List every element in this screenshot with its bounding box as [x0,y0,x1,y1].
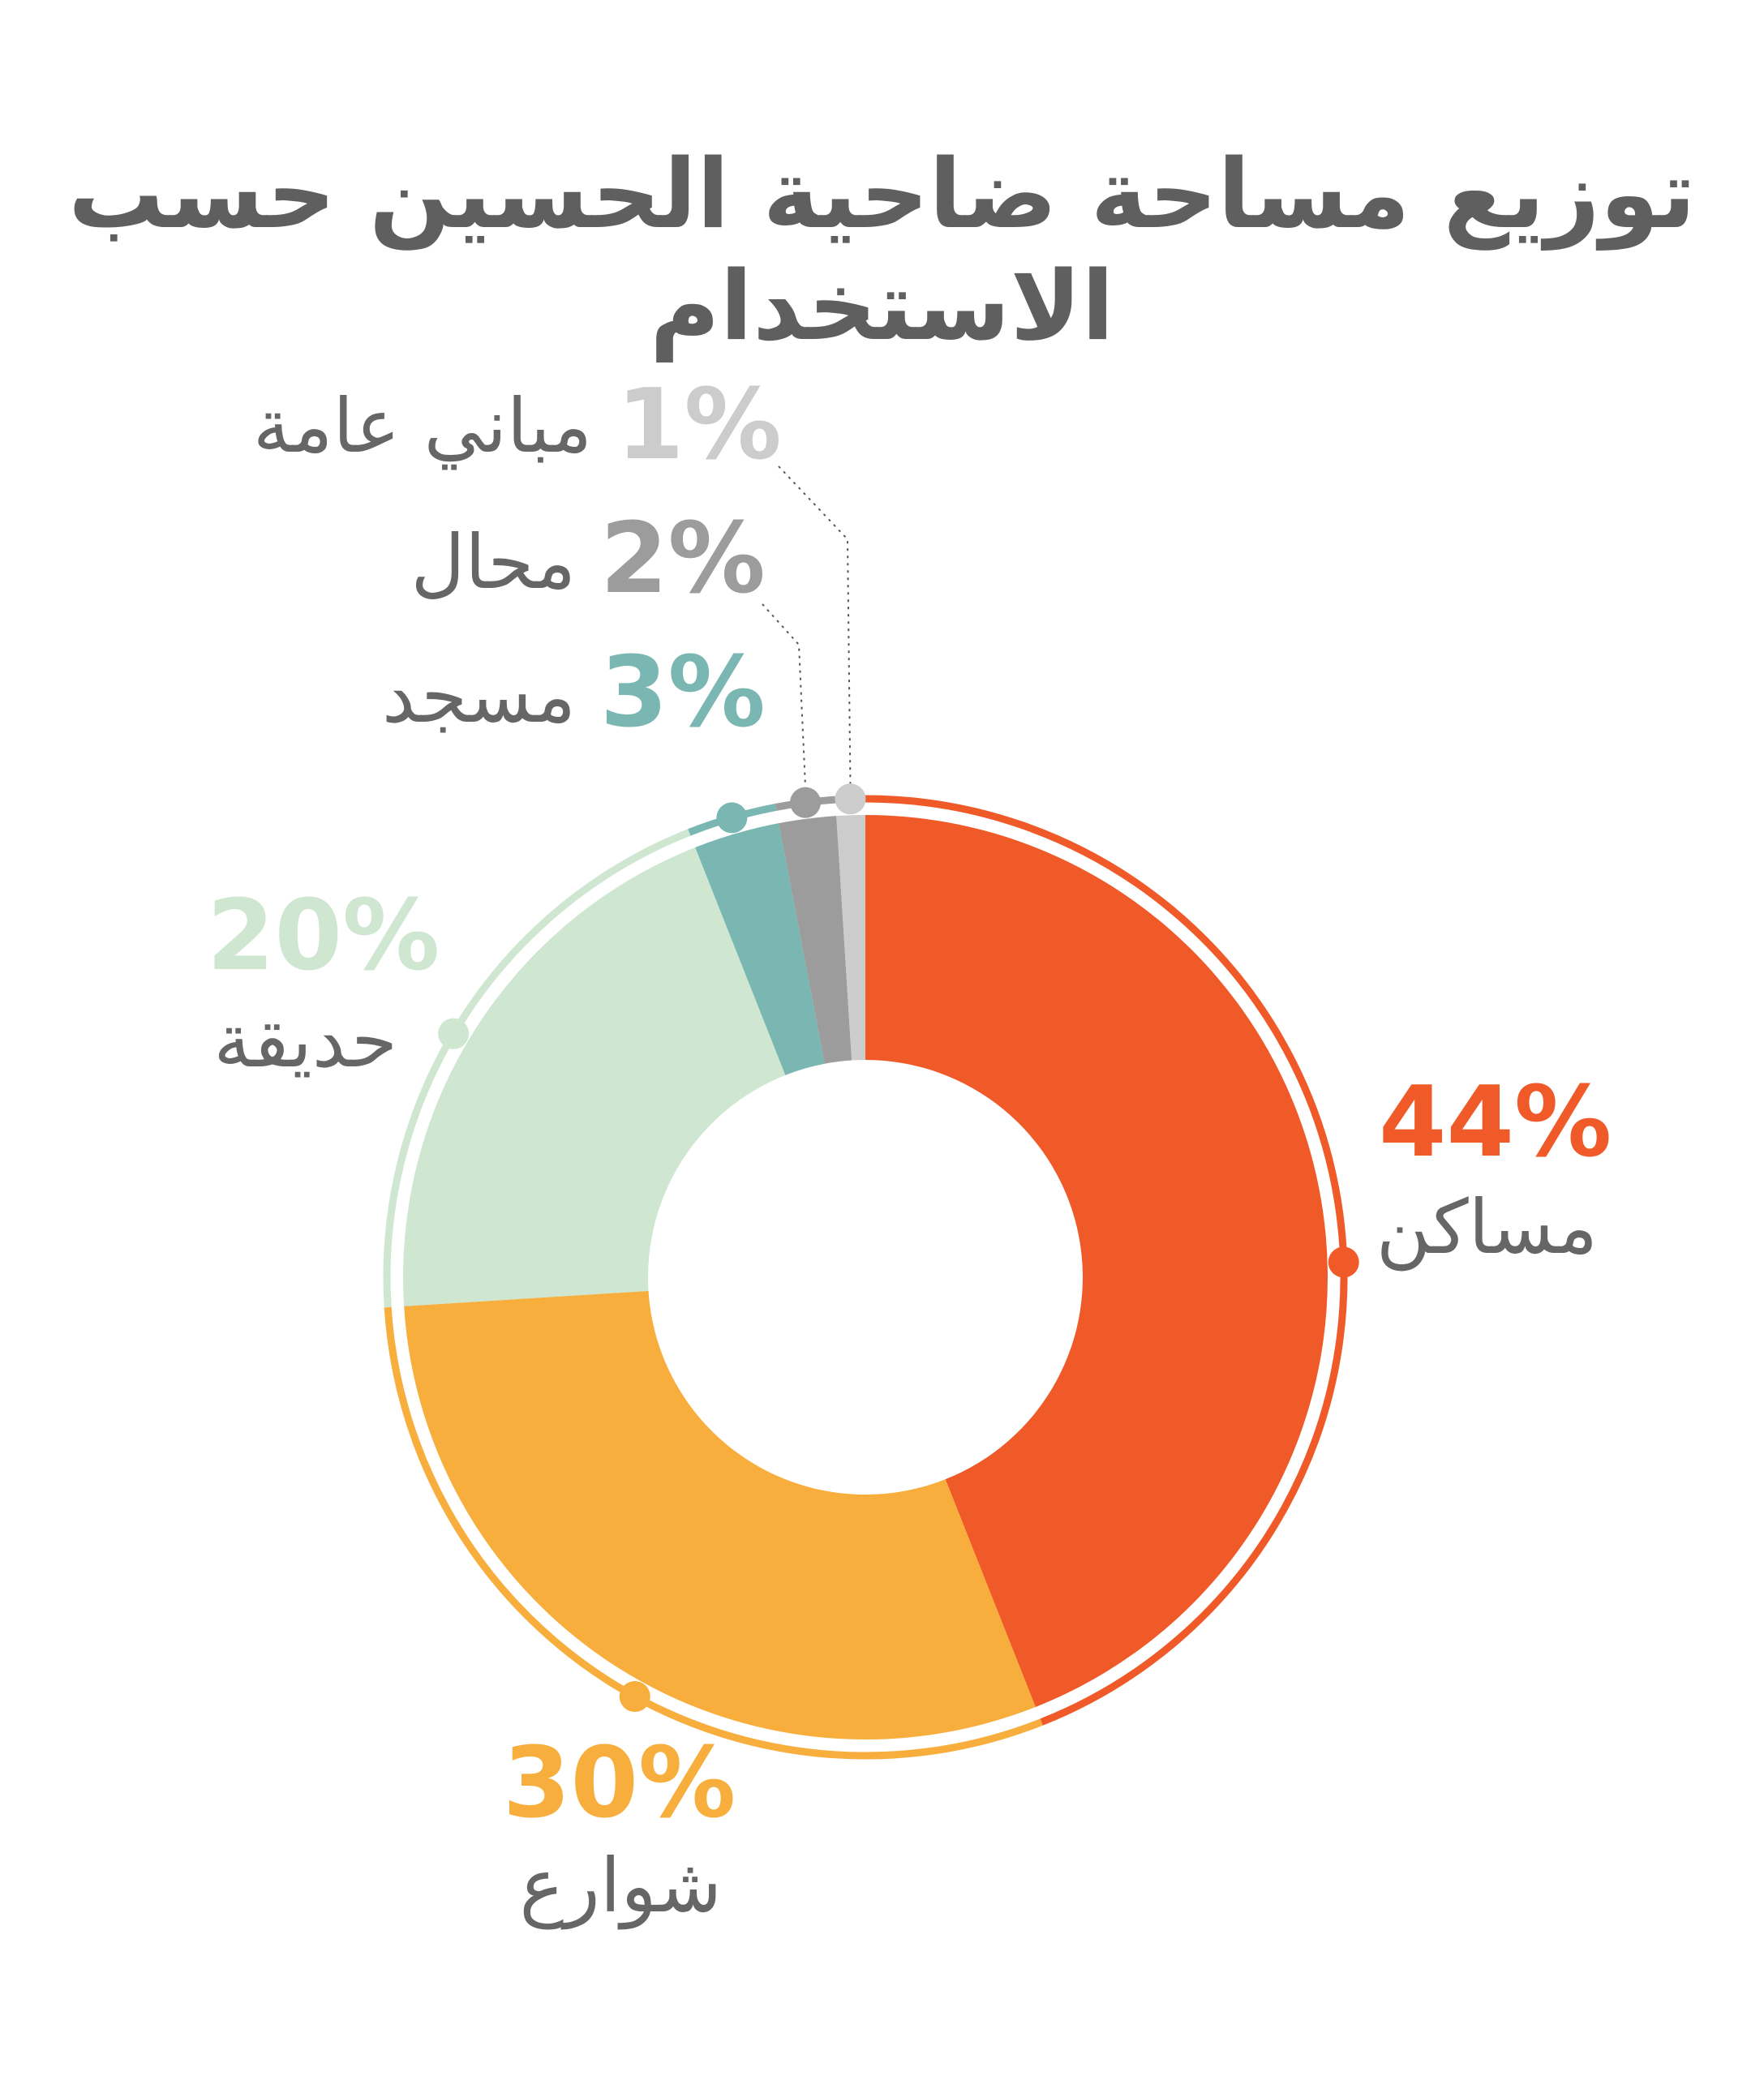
ring-arc-housing [865,795,1348,1726]
label-name-shops: محال [410,519,576,606]
marker-dot-public-buildings [835,783,866,815]
label-value-public-buildings: 1% [616,369,782,482]
slice-housing [865,815,1328,1707]
marker-dot-streets [619,1681,650,1713]
label-name-streets: شوارع [519,1842,723,1929]
label-name-park: حديقة [213,997,397,1084]
marker-dot-housing [1328,1246,1359,1278]
marker-dot-shops [790,787,822,818]
slice-mosque [695,823,825,1075]
label-value-housing: 44% [1379,1066,1612,1179]
label-name-mosque: مسجد [381,653,576,740]
marker-dot-mosque [716,802,748,834]
slice-park [402,847,786,1306]
slice-streets [404,1290,1036,1739]
slice-public-buildings [836,815,865,1061]
label-value-streets: 30% [503,1727,736,1840]
leader-line-public-buildings [778,465,852,784]
ring-arc-streets [384,1306,1043,1760]
slice-shops [779,816,852,1064]
label-name-housing: مساكن [1376,1184,1598,1271]
chart-title: توزيع مساحة ضاحية الحسين حسب الاستخدام [68,138,1696,362]
leader-line-shops [762,603,807,787]
label-value-park: 20% [207,880,440,993]
label-value-shops: 2% [600,503,766,616]
label-value-mosque: 3% [600,637,766,749]
marker-dot-park [438,1018,470,1049]
label-name-public-buildings: مباني عامة [252,383,592,470]
